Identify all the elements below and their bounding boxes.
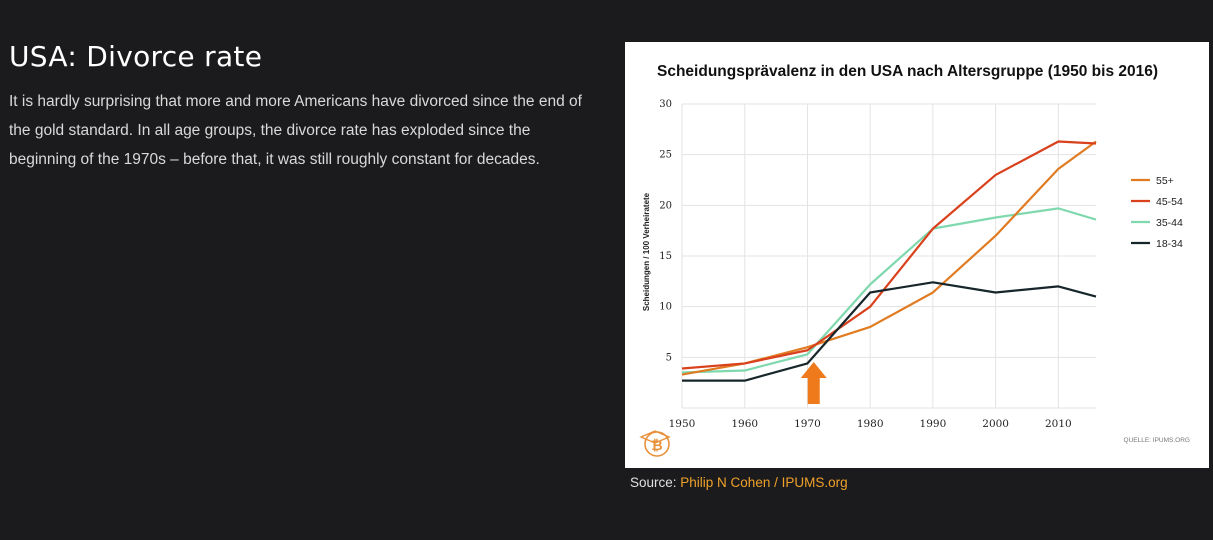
series-line-55+ bbox=[681, 140, 1097, 376]
arrow-annotation bbox=[800, 362, 827, 404]
article: USA: Divorce rate It is hardly surprisin… bbox=[9, 40, 609, 174]
legend-label: 45-54 bbox=[1156, 196, 1183, 208]
y-tick-label: 20 bbox=[659, 200, 672, 211]
article-body: It is hardly surprising that more and mo… bbox=[9, 93, 582, 168]
y-axis-label: Scheidungen / 100 Verheiratete bbox=[642, 192, 651, 311]
y-tick-label: 30 bbox=[659, 99, 672, 110]
bitcoin-logo-icon: ₿ bbox=[639, 430, 671, 457]
x-tick-labels: 1950 1960 1970 1980 1990 2000 2010 bbox=[669, 418, 1072, 430]
source-link[interactable]: Philip N Cohen / IPUMS.org bbox=[680, 475, 848, 490]
svg-text:₿: ₿ bbox=[651, 438, 662, 454]
article-title: USA: Divorce rate bbox=[9, 40, 263, 73]
y-tick-labels: 5 10 15 20 25 30 bbox=[659, 99, 672, 363]
x-tick-label: 1950 bbox=[669, 418, 696, 430]
arrow-up-icon bbox=[800, 362, 827, 404]
y-tick-label: 15 bbox=[659, 251, 672, 262]
x-tick-label: 1970 bbox=[794, 418, 821, 430]
x-tick-label: 1960 bbox=[731, 418, 758, 430]
source-note: QUELLE: IPUMS.ORG bbox=[1124, 437, 1190, 444]
chart-grid bbox=[681, 103, 1096, 409]
chart-figure: Scheidungsprävalenz in den USA nach Alte… bbox=[625, 42, 1209, 468]
series-lines bbox=[681, 140, 1097, 382]
legend-label: 35-44 bbox=[1156, 217, 1183, 229]
x-tick-label: 1980 bbox=[857, 418, 884, 430]
legend-label: 55+ bbox=[1156, 175, 1174, 187]
legend: 55+ 45-54 35-44 18-34 bbox=[1131, 175, 1183, 250]
series-line-45-54 bbox=[681, 140, 1097, 370]
legend-label: 18-34 bbox=[1156, 238, 1183, 250]
series-line-35-44 bbox=[681, 207, 1097, 374]
x-tick-label: 1990 bbox=[920, 418, 947, 430]
caption-prefix: Source: bbox=[630, 475, 681, 490]
divorce-chart: Scheidungsprävalenz in den USA nach Alte… bbox=[639, 63, 1190, 457]
x-tick-label: 2010 bbox=[1045, 418, 1072, 430]
x-tick-label: 2000 bbox=[982, 418, 1009, 430]
y-tick-label: 10 bbox=[659, 302, 672, 313]
y-tick-label: 25 bbox=[659, 150, 672, 161]
figure-caption: Source: Philip N Cohen / IPUMS.org bbox=[630, 475, 848, 490]
chart-title: Scheidungsprävalenz in den USA nach Alte… bbox=[657, 63, 1158, 80]
y-tick-label: 5 bbox=[666, 352, 672, 363]
series-line-18-34 bbox=[682, 281, 1097, 382]
